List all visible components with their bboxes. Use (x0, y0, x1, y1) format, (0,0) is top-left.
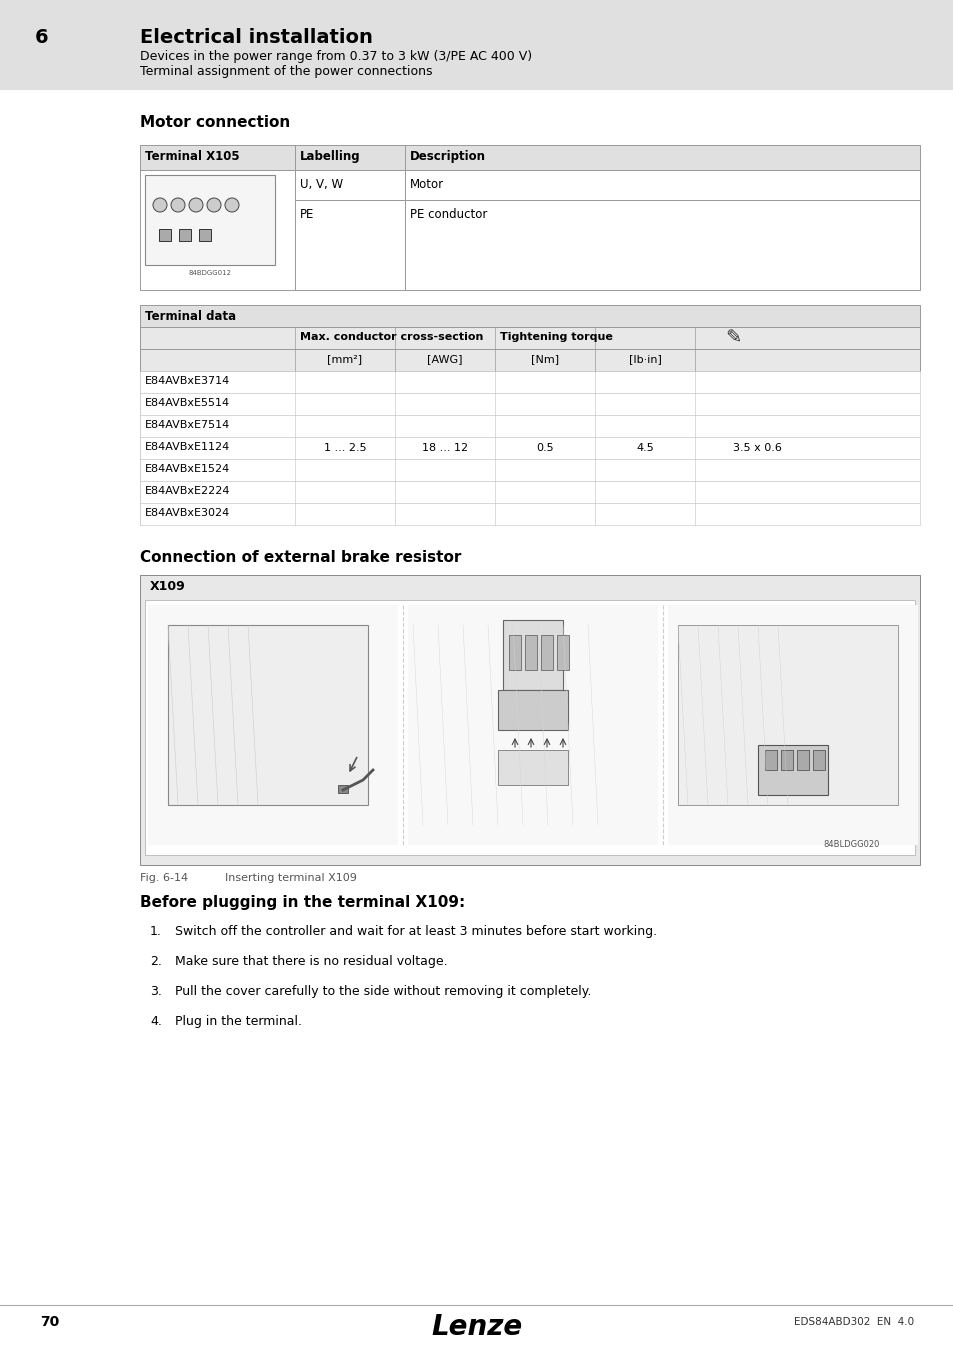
Text: Connection of external brake resistor: Connection of external brake resistor (140, 549, 461, 566)
Text: Devices in the power range from 0.37 to 3 kW (3/PE AC 400 V): Devices in the power range from 0.37 to … (140, 50, 532, 63)
Text: [lb·in]: [lb·in] (628, 354, 660, 364)
Bar (781, 751, 792, 769)
Text: 0.5: 0.5 (536, 443, 554, 454)
Text: X109: X109 (150, 580, 186, 593)
Bar (179, 230, 191, 242)
Text: E84AVBxE5514: E84AVBxE5514 (145, 398, 230, 408)
Text: 84BDGG012: 84BDGG012 (189, 270, 232, 275)
Text: 84BLDGG020: 84BLDGG020 (822, 840, 879, 849)
Bar (540, 634, 553, 670)
Bar (140, 170, 294, 290)
Text: [mm²]: [mm²] (327, 354, 362, 364)
Circle shape (207, 198, 221, 212)
Bar (140, 371, 919, 393)
Text: Motor connection: Motor connection (140, 115, 290, 130)
Text: Labelling: Labelling (299, 150, 360, 163)
Text: 4.5: 4.5 (636, 443, 653, 454)
Text: 1.: 1. (150, 925, 162, 938)
Bar (408, 605, 658, 845)
Text: 3.5 x 0.6: 3.5 x 0.6 (732, 443, 781, 454)
Text: Before plugging in the terminal X109:: Before plugging in the terminal X109: (140, 895, 465, 910)
Bar (509, 634, 520, 670)
Circle shape (171, 198, 185, 212)
Bar (812, 751, 824, 769)
Text: Terminal data: Terminal data (145, 310, 236, 323)
Text: Motor: Motor (410, 178, 444, 190)
Bar (140, 350, 919, 371)
Text: Electrical installation: Electrical installation (140, 28, 373, 47)
Bar (140, 144, 919, 170)
Text: E84AVBxE3714: E84AVBxE3714 (145, 377, 230, 386)
Bar (140, 327, 919, 350)
Text: Plug in the terminal.: Plug in the terminal. (174, 1015, 302, 1027)
Text: EDS84ABD302  EN  4.0: EDS84ABD302 EN 4.0 (793, 1318, 913, 1327)
Text: Inserting terminal X109: Inserting terminal X109 (225, 873, 356, 883)
Text: Tightening torque: Tightening torque (499, 332, 612, 342)
Bar (140, 459, 919, 481)
Bar (502, 620, 562, 690)
Text: Lenze: Lenze (431, 1314, 522, 1341)
Bar (145, 176, 274, 265)
Text: E84AVBxE2224: E84AVBxE2224 (145, 486, 231, 495)
Bar (145, 599, 914, 855)
Bar (140, 393, 919, 414)
Bar (294, 170, 405, 200)
Bar (497, 690, 567, 730)
Bar (337, 784, 348, 792)
Text: 6: 6 (35, 28, 49, 47)
Bar (0, 0, 953, 90)
Circle shape (152, 198, 167, 212)
Bar (148, 605, 397, 845)
Bar (557, 634, 568, 670)
Bar (140, 437, 919, 459)
Text: Terminal assignment of the power connections: Terminal assignment of the power connect… (140, 65, 432, 78)
Text: 3.: 3. (150, 986, 162, 998)
Bar (758, 745, 827, 795)
Bar (497, 751, 567, 784)
Bar (159, 230, 171, 242)
Text: [Nm]: [Nm] (531, 354, 558, 364)
Circle shape (225, 198, 239, 212)
Bar (199, 230, 211, 242)
Text: E84AVBxE1124: E84AVBxE1124 (145, 441, 230, 452)
Bar (667, 605, 917, 845)
Text: E84AVBxE7514: E84AVBxE7514 (145, 420, 230, 431)
Bar (405, 200, 919, 290)
Text: Pull the cover carefully to the side without removing it completely.: Pull the cover carefully to the side wit… (174, 986, 591, 998)
Text: 2.: 2. (150, 954, 162, 968)
Bar (140, 575, 919, 865)
Text: ✎: ✎ (724, 329, 740, 348)
Bar (524, 634, 537, 670)
Bar (678, 625, 897, 805)
Bar (140, 414, 919, 437)
Text: PE: PE (299, 208, 314, 221)
Bar (405, 170, 919, 200)
Bar (168, 625, 368, 805)
Text: 1 ... 2.5: 1 ... 2.5 (323, 443, 366, 454)
Text: E84AVBxE1524: E84AVBxE1524 (145, 464, 230, 474)
Bar (140, 481, 919, 504)
Circle shape (189, 198, 203, 212)
Text: 70: 70 (40, 1315, 59, 1328)
Text: Max. conductor cross-section: Max. conductor cross-section (299, 332, 483, 342)
Text: Fig. 6-14: Fig. 6-14 (140, 873, 188, 883)
Text: [AWG]: [AWG] (427, 354, 462, 364)
Text: Description: Description (410, 150, 485, 163)
Text: 4.: 4. (150, 1015, 162, 1027)
Text: Make sure that there is no residual voltage.: Make sure that there is no residual volt… (174, 954, 447, 968)
Text: Terminal X105: Terminal X105 (145, 150, 239, 163)
Text: U, V, W: U, V, W (299, 178, 343, 190)
Bar (140, 305, 919, 327)
Text: Switch off the controller and wait for at least 3 minutes before start working.: Switch off the controller and wait for a… (174, 925, 657, 938)
Text: PE conductor: PE conductor (410, 208, 487, 221)
Bar (294, 200, 405, 290)
Bar (140, 504, 919, 525)
Bar (764, 751, 776, 769)
Text: 18 ... 12: 18 ... 12 (421, 443, 468, 454)
Bar (796, 751, 808, 769)
Text: E84AVBxE3024: E84AVBxE3024 (145, 508, 230, 518)
